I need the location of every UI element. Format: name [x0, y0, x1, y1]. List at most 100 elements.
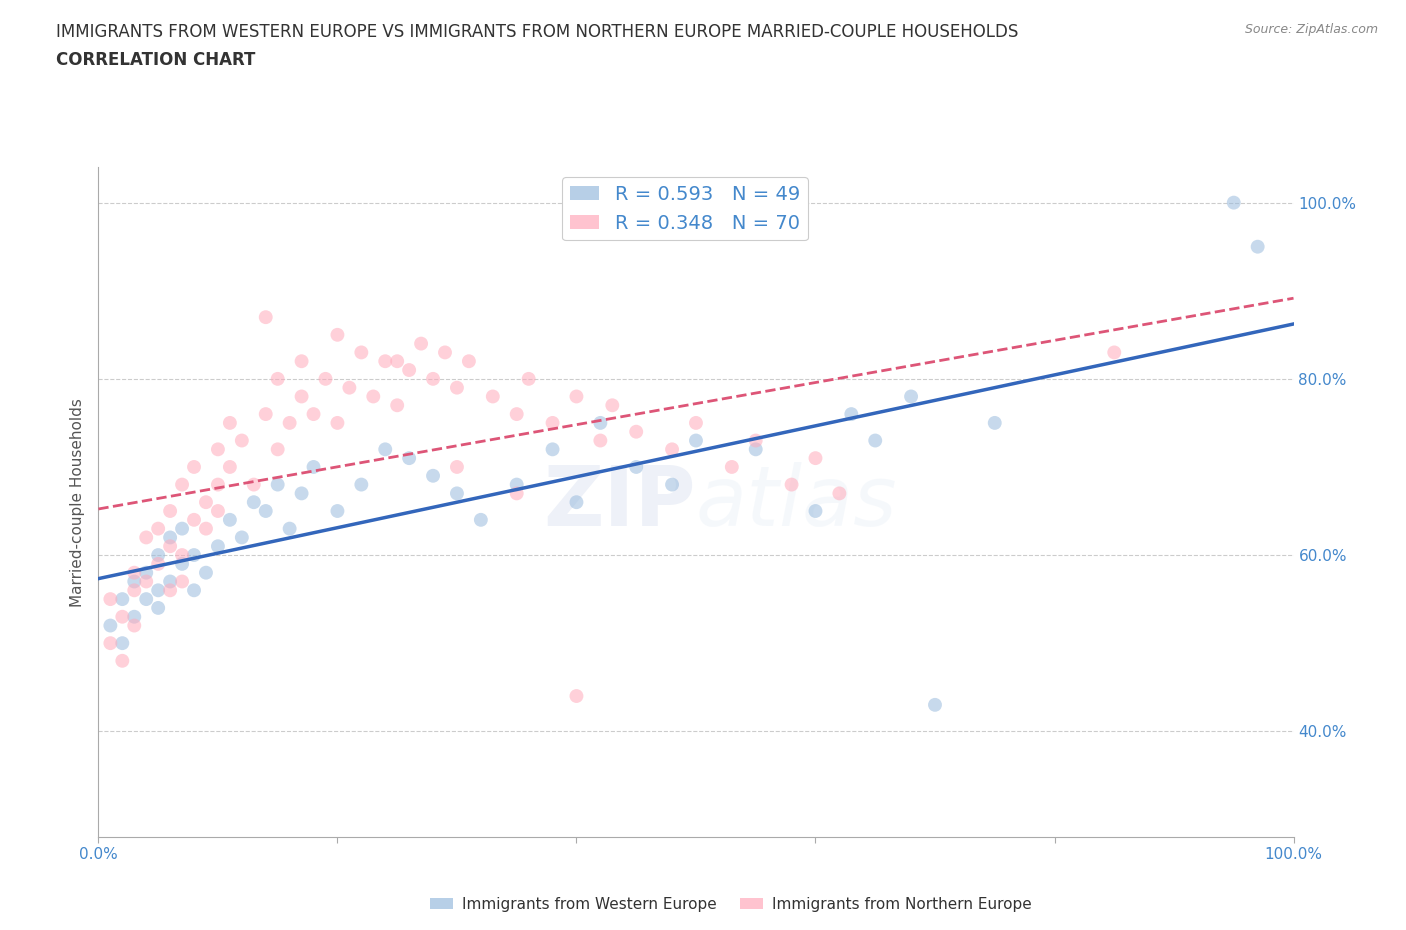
Text: Source: ZipAtlas.com: Source: ZipAtlas.com — [1244, 23, 1378, 36]
Point — [470, 512, 492, 527]
Point — [219, 512, 242, 527]
Point — [148, 556, 170, 571]
Point — [745, 442, 768, 457]
Point — [159, 574, 181, 589]
Point — [148, 521, 170, 536]
Point — [433, 345, 456, 360]
Point — [231, 433, 253, 448]
Point — [422, 469, 444, 484]
Legend: Immigrants from Western Europe, Immigrants from Northern Europe: Immigrants from Western Europe, Immigran… — [425, 891, 1038, 918]
Point — [685, 433, 707, 448]
Point — [541, 442, 564, 457]
Point — [254, 310, 277, 325]
Point — [804, 451, 827, 466]
Point — [148, 583, 170, 598]
Point — [506, 486, 529, 501]
Point — [350, 477, 373, 492]
Point — [135, 565, 157, 580]
Text: ZIP: ZIP — [544, 461, 696, 543]
Point — [326, 416, 349, 431]
Point — [398, 451, 420, 466]
Point — [135, 530, 157, 545]
Point — [1102, 345, 1125, 360]
Point — [385, 398, 409, 413]
Point — [159, 583, 181, 598]
Point — [326, 327, 349, 342]
Point — [983, 416, 1005, 431]
Point — [124, 618, 146, 633]
Point — [374, 442, 396, 457]
Point — [124, 609, 146, 624]
Point — [422, 371, 444, 386]
Point — [183, 583, 205, 598]
Point — [350, 345, 373, 360]
Point — [302, 406, 325, 421]
Point — [565, 688, 588, 703]
Y-axis label: Married-couple Households: Married-couple Households — [69, 398, 84, 606]
Point — [363, 389, 385, 404]
Legend: R = 0.593   N = 49, R = 0.348   N = 70: R = 0.593 N = 49, R = 0.348 N = 70 — [562, 177, 808, 240]
Point — [207, 442, 229, 457]
Point — [411, 336, 433, 351]
Point — [243, 495, 266, 510]
Point — [159, 530, 181, 545]
Point — [924, 698, 946, 712]
Point — [506, 406, 529, 421]
Point — [780, 477, 803, 492]
Point — [111, 591, 134, 606]
Point — [326, 503, 349, 518]
Point — [565, 495, 588, 510]
Point — [398, 363, 420, 378]
Point — [1246, 239, 1268, 254]
Point — [135, 591, 157, 606]
Point — [661, 477, 683, 492]
Point — [98, 636, 122, 651]
Point — [278, 521, 301, 536]
Point — [207, 503, 229, 518]
Point — [172, 477, 194, 492]
Point — [254, 503, 277, 518]
Point — [506, 477, 529, 492]
Point — [385, 353, 409, 368]
Point — [172, 574, 194, 589]
Point — [183, 548, 205, 563]
Point — [124, 583, 146, 598]
Text: CORRELATION CHART: CORRELATION CHART — [56, 51, 256, 69]
Point — [194, 565, 217, 580]
Point — [721, 459, 744, 474]
Point — [804, 503, 827, 518]
Point — [194, 495, 217, 510]
Text: atlas: atlas — [696, 461, 897, 543]
Point — [172, 556, 194, 571]
Point — [290, 389, 312, 404]
Point — [207, 477, 229, 492]
Point — [148, 548, 170, 563]
Point — [254, 406, 277, 421]
Point — [124, 565, 146, 580]
Point — [194, 521, 217, 536]
Point — [172, 548, 194, 563]
Point — [839, 406, 862, 421]
Point — [219, 416, 242, 431]
Point — [446, 380, 468, 395]
Point — [589, 416, 612, 431]
Point — [446, 486, 468, 501]
Point — [863, 433, 886, 448]
Point — [900, 389, 922, 404]
Point — [315, 371, 337, 386]
Point — [111, 609, 134, 624]
Point — [624, 459, 647, 474]
Point — [290, 486, 312, 501]
Point — [1222, 195, 1246, 210]
Point — [661, 442, 683, 457]
Point — [745, 433, 768, 448]
Point — [337, 380, 360, 395]
Point — [172, 521, 194, 536]
Point — [685, 416, 707, 431]
Point — [565, 389, 588, 404]
Point — [481, 389, 505, 404]
Point — [302, 459, 325, 474]
Point — [231, 530, 253, 545]
Point — [183, 459, 205, 474]
Point — [148, 601, 170, 616]
